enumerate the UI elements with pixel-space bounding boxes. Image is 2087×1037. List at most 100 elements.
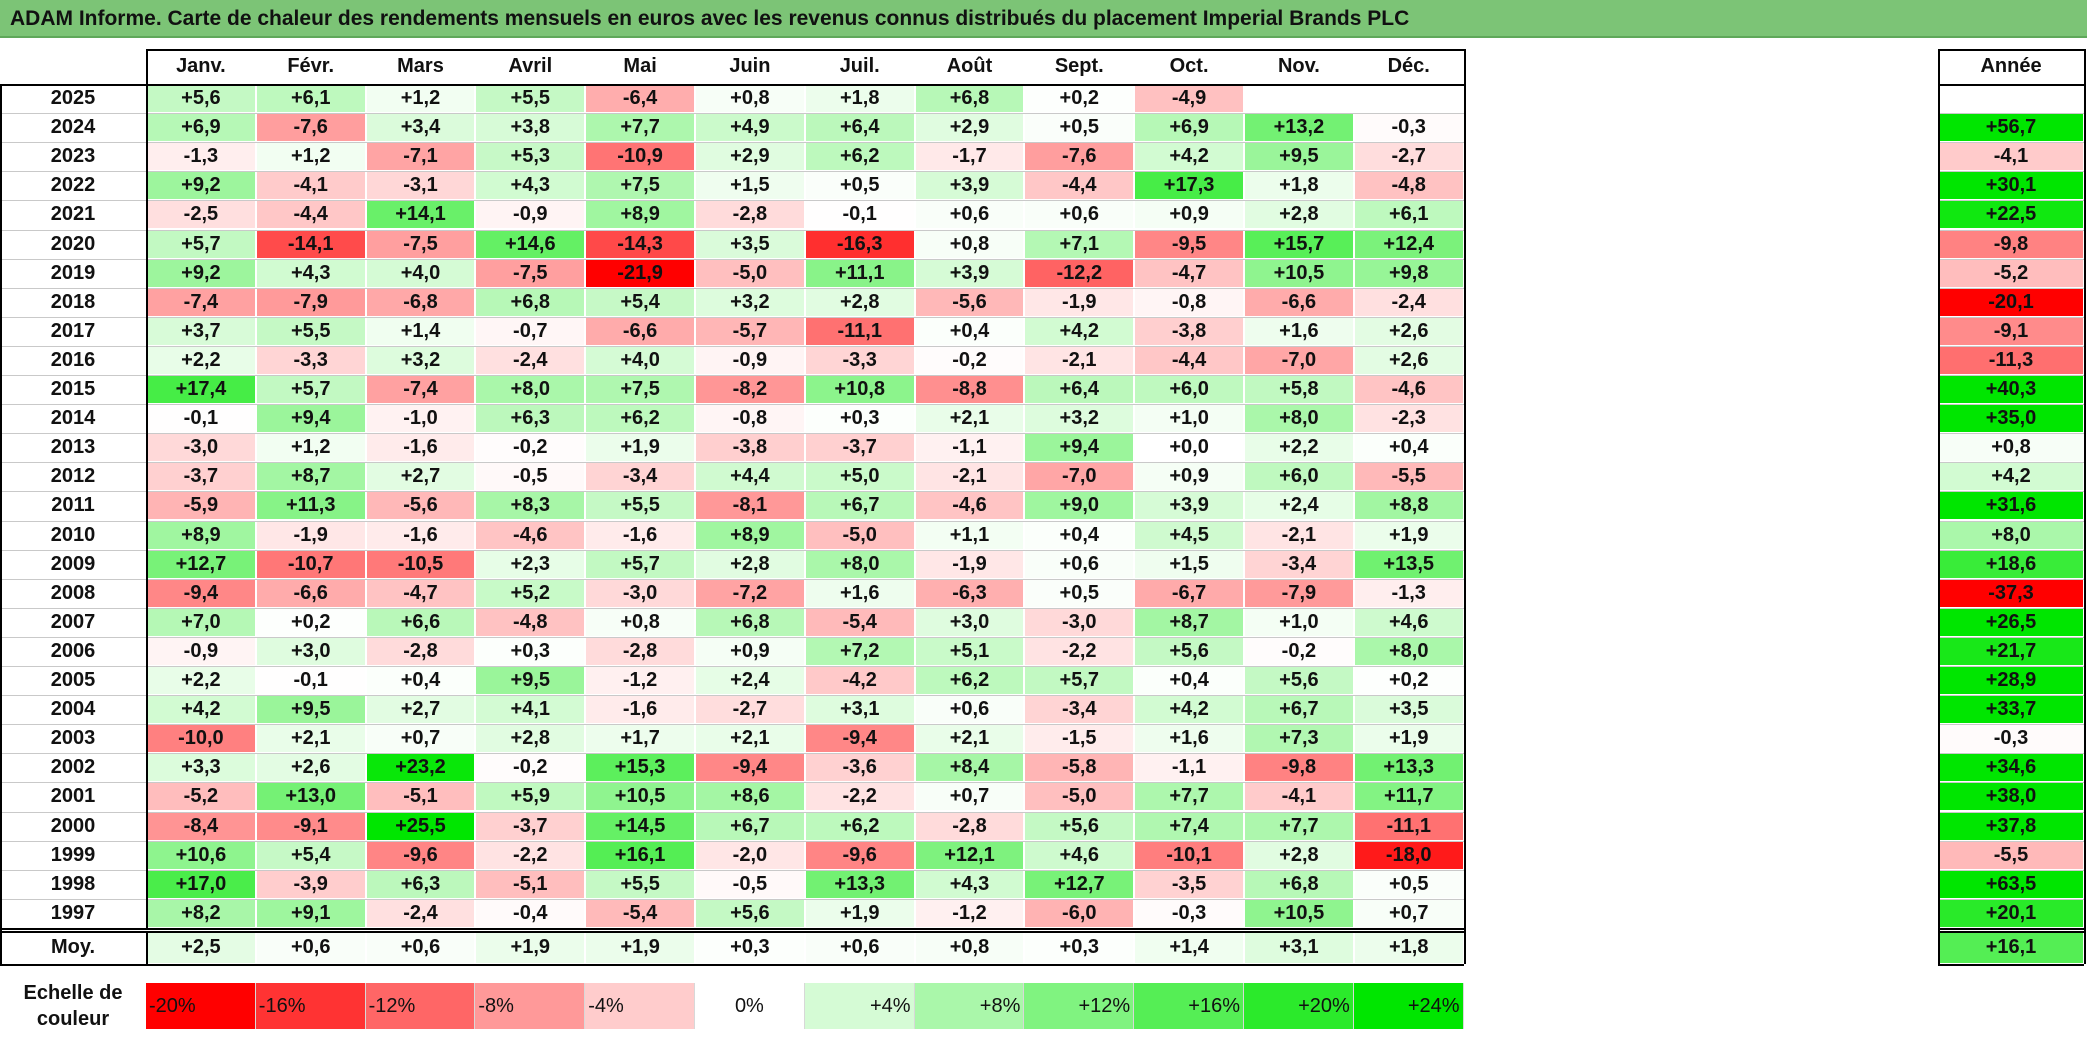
annual-row-divider xyxy=(1938,462,2084,464)
heatmap-cell: +14,5 xyxy=(586,812,694,840)
heatmap-cell: +6,4 xyxy=(805,114,914,142)
annual-cell: +20,1 xyxy=(1939,899,2083,927)
chart-title: ADAM Informe. Carte de chaleur des rende… xyxy=(10,7,1410,30)
heatmap-cell: +8,2 xyxy=(147,899,255,927)
heatmap-cell: +12,7 xyxy=(147,550,255,578)
heatmap-cell: -0,7 xyxy=(476,317,585,345)
heatmap-cell: +0,9 xyxy=(696,637,804,665)
heatmap-cell: -5,6 xyxy=(915,288,1024,316)
row-divider xyxy=(0,404,1464,406)
heatmap-cell: +9,5 xyxy=(1245,143,1353,171)
average-cell: +0,3 xyxy=(696,931,804,963)
heatmap-cell: -4,8 xyxy=(1354,172,1463,200)
heatmap-cell: -3,0 xyxy=(147,434,255,462)
heatmap-cell: +7,7 xyxy=(1245,812,1353,840)
average-cell: +1,9 xyxy=(476,931,585,963)
row-divider xyxy=(0,433,1464,435)
heatmap-cell: -16,3 xyxy=(805,230,914,258)
heatmap-cell: +0,7 xyxy=(1354,899,1463,927)
annual-cell: -5,2 xyxy=(1939,259,2083,287)
annual-cell: +38,0 xyxy=(1939,783,2083,811)
heatmap-cell: -0,1 xyxy=(147,405,255,433)
row-divider xyxy=(0,142,1464,144)
heatmap-cell: +5,8 xyxy=(1245,376,1353,404)
heatmap-cell: +8,7 xyxy=(256,463,365,491)
color-scale-swatch: +12% xyxy=(1024,983,1135,1029)
title-bar: ADAM Informe. Carte de chaleur des rende… xyxy=(0,0,2087,38)
heatmap-cell: -7,6 xyxy=(1025,143,1134,171)
heatmap-cell: +3,5 xyxy=(696,230,804,258)
heatmap-cell: +6,2 xyxy=(915,667,1024,695)
annual-row-divider xyxy=(1938,811,2084,813)
heatmap-cell: -9,4 xyxy=(696,754,804,782)
heatmap-cell: -2,1 xyxy=(915,463,1024,491)
heatmap-cell: +3,9 xyxy=(915,259,1024,287)
grid-border-header-bottom xyxy=(0,84,1464,86)
heatmap-cell: -7,2 xyxy=(696,579,804,607)
heatmap-cell: +13,0 xyxy=(256,783,365,811)
heatmap-cell: +3,3 xyxy=(147,754,255,782)
heatmap-cell: +1,9 xyxy=(586,434,694,462)
heatmap-cell: +6,1 xyxy=(1354,201,1463,229)
heatmap-cell: +5,0 xyxy=(805,463,914,491)
year-label: 2025 xyxy=(0,84,146,114)
row-divider xyxy=(0,666,1464,667)
heatmap-cell: -7,6 xyxy=(256,114,365,142)
heatmap-cell: -5,6 xyxy=(366,492,475,520)
heatmap-cell: +2,7 xyxy=(366,463,475,491)
grid-border-right xyxy=(1463,49,1466,964)
heatmap-cell: +6,7 xyxy=(696,812,804,840)
heatmap-cell: +4,2 xyxy=(147,696,255,724)
row-divider xyxy=(0,753,1464,755)
heatmap-cell: +13,5 xyxy=(1354,550,1463,578)
heatmap-cell: +5,3 xyxy=(476,143,585,171)
heatmap-cell: +1,6 xyxy=(805,579,914,607)
color-scale-swatch: +4% xyxy=(804,983,915,1029)
heatmap-cell: -4,9 xyxy=(1135,85,1243,113)
year-label: 2015 xyxy=(0,375,146,405)
row-divider xyxy=(0,200,1464,202)
annual-cell: +33,7 xyxy=(1939,696,2083,724)
row-divider xyxy=(0,898,1464,900)
heatmap-cell: +17,0 xyxy=(147,870,255,898)
heatmap-cell: -4,7 xyxy=(366,579,475,607)
average-cell: +0,3 xyxy=(1025,931,1134,963)
heatmap-cell: -1,5 xyxy=(1025,725,1134,753)
heatmap-cell: -0,3 xyxy=(1135,899,1243,927)
heatmap-cell: +8,6 xyxy=(696,783,804,811)
annual-row-divider xyxy=(1938,724,2084,726)
heatmap-cell: +2,9 xyxy=(696,143,804,171)
heatmap-cell: +7,3 xyxy=(1245,725,1353,753)
heatmap-cell: -2,4 xyxy=(1354,288,1463,316)
annual-cell: +40,3 xyxy=(1939,376,2083,404)
row-divider xyxy=(0,462,1464,464)
row-divider xyxy=(0,782,1464,784)
heatmap-cell: -1,2 xyxy=(915,899,1024,927)
year-label: 2024 xyxy=(0,113,146,143)
heatmap-cell: +2,1 xyxy=(696,725,804,753)
column-header: Sept. xyxy=(1024,49,1135,84)
heatmap-cell: +11,3 xyxy=(256,492,365,520)
heatmap-cell: +3,7 xyxy=(147,317,255,345)
year-label: 2006 xyxy=(0,636,146,666)
heatmap-cell: +10,6 xyxy=(147,841,255,869)
heatmap-cell: -18,0 xyxy=(1354,841,1463,869)
heatmap-cell: +8,0 xyxy=(805,550,914,578)
annual-cell: -20,1 xyxy=(1939,288,2083,316)
heatmap-cell: -7,0 xyxy=(1025,463,1134,491)
heatmap-cell: +11,1 xyxy=(805,259,914,287)
row-divider xyxy=(0,258,1464,260)
average-border-left xyxy=(146,930,148,964)
heatmap-cell: -7,5 xyxy=(366,230,475,258)
annual-row-divider xyxy=(1938,666,2084,667)
column-header: Juin xyxy=(695,49,805,84)
heatmap-cell: +12,7 xyxy=(1025,870,1134,898)
heatmap-cell: -6,8 xyxy=(366,288,475,316)
year-label: 2017 xyxy=(0,316,146,346)
annual-cell: +28,9 xyxy=(1939,667,2083,695)
heatmap-cell: +3,9 xyxy=(915,172,1024,200)
heatmap-cell: +4,4 xyxy=(696,463,804,491)
heatmap-cell: +9,0 xyxy=(1025,492,1134,520)
heatmap-cell: -9,5 xyxy=(1135,230,1243,258)
heatmap-cell: +2,8 xyxy=(1245,841,1353,869)
